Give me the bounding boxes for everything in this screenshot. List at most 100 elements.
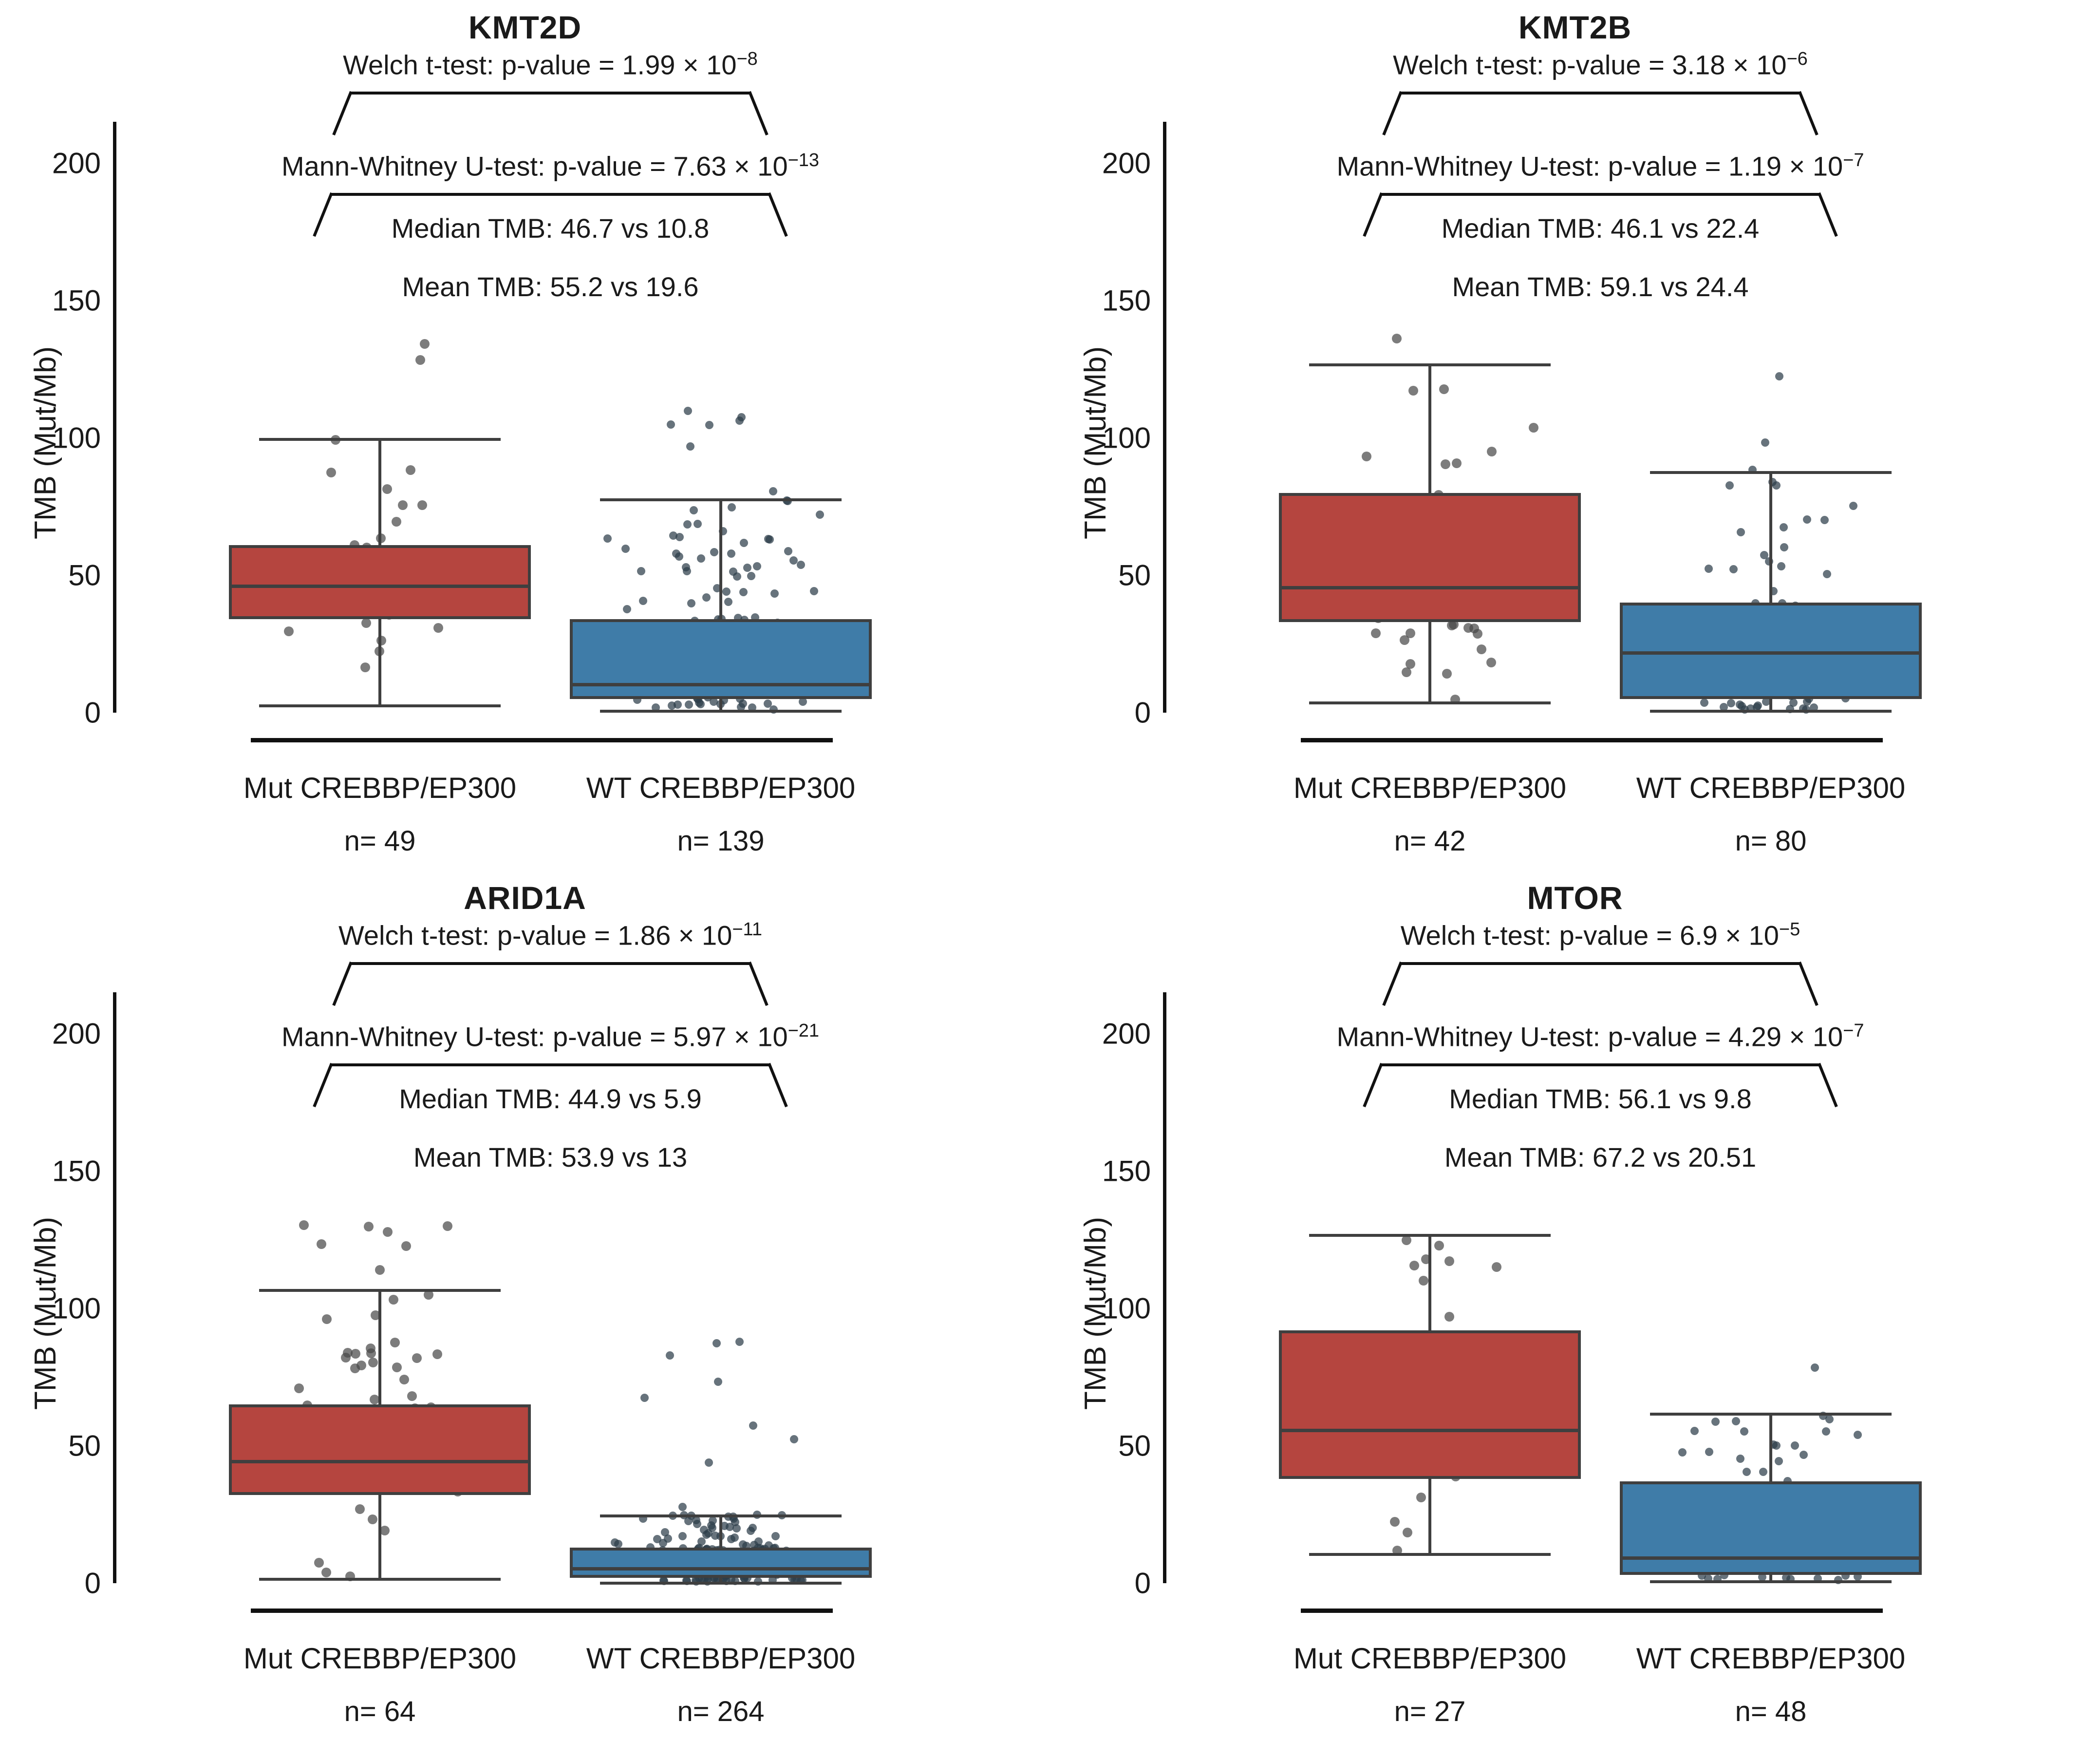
scatter-point: [1439, 384, 1449, 394]
whisker-cap: [259, 1289, 501, 1292]
scatter-point: [355, 1504, 365, 1514]
whisker-cap: [1650, 1413, 1892, 1416]
y-axis-tick: 100: [52, 421, 101, 454]
whisker-cap: [1309, 701, 1551, 705]
scatter-point: [1825, 1415, 1834, 1423]
scatter-point: [610, 1538, 619, 1547]
welch-annotation: Welch t-test: p-value = 6.9 × 10−5: [1401, 919, 1800, 951]
scatter-point: [443, 1221, 453, 1231]
scatter-point: [702, 1531, 711, 1539]
mean-annotation: Mean TMB: 59.1 vs 24.4: [1452, 271, 1749, 302]
box-mut: [229, 545, 531, 620]
scatter-point: [1402, 1235, 1412, 1245]
scatter-point: [798, 697, 807, 706]
scatter-point: [321, 1567, 331, 1577]
scatter-point: [382, 484, 392, 494]
scatter-point: [749, 1421, 757, 1430]
sample-size-label: n= 49: [344, 825, 416, 857]
significance-bracket: [1382, 961, 1819, 1009]
scatter-point: [1705, 1447, 1713, 1456]
scatter-point: [1440, 459, 1450, 469]
scatter-point: [1678, 1448, 1687, 1457]
scatter-point: [1737, 701, 1746, 710]
scatter-point: [1777, 562, 1785, 571]
scatter-point: [1736, 528, 1745, 536]
scatter-point: [683, 520, 692, 529]
whisker-cap: [259, 1577, 501, 1581]
sample-size-label: n= 139: [677, 825, 765, 857]
scatter-point: [342, 1347, 353, 1358]
welch-annotation: Welch t-test: p-value = 3.18 × 10−6: [1393, 49, 1808, 81]
scatter-point: [1809, 703, 1818, 712]
whisker-cap: [259, 704, 501, 708]
scatter-point: [731, 1518, 740, 1527]
scatter-point: [283, 626, 294, 636]
panel-title: ARID1A: [464, 880, 586, 916]
scatter-point: [640, 1394, 649, 1402]
scatter-point: [665, 1351, 674, 1360]
scatter-point: [368, 1358, 378, 1368]
mannwhitney-annotation: Mann-Whitney U-test: p-value = 1.19 × 10…: [1337, 150, 1864, 182]
scatter-point: [1690, 1426, 1699, 1435]
welch-annotation-text: Welch t-test: p-value = 3.18 × 10: [1393, 49, 1787, 80]
x-axis-category: WT CREBBP/EP300: [1636, 1642, 1906, 1675]
scatter-point: [710, 697, 718, 706]
scatter-point: [1406, 628, 1416, 639]
x-axis-line: [1301, 738, 1883, 742]
panel-title: MTOR: [1527, 880, 1623, 916]
scatter-point: [1775, 372, 1783, 380]
x-axis-line: [1301, 1609, 1883, 1613]
scatter-point: [771, 1532, 780, 1541]
x-axis-category: Mut CREBBP/EP300: [243, 772, 517, 804]
y-axis-tick: 0: [1134, 696, 1151, 729]
y-axis-tick: 50: [68, 1429, 101, 1462]
scatter-point: [401, 1241, 411, 1251]
scatter-point: [690, 506, 698, 515]
scatter-point: [1740, 1427, 1749, 1436]
scatter-point: [728, 503, 736, 511]
scatter-point: [720, 1522, 729, 1531]
scatter-point: [1810, 1363, 1819, 1372]
mannwhitney-annotation: Mann-Whitney U-test: p-value = 7.63 × 10…: [281, 150, 819, 182]
scatter-point: [621, 544, 630, 553]
scatter-point: [1434, 1240, 1444, 1250]
scatter-point: [1779, 523, 1788, 531]
sample-size-label: n= 27: [1394, 1696, 1466, 1727]
median-annotation: Median TMB: 46.1 vs 22.4: [1441, 213, 1760, 244]
whisker-cap: [600, 498, 842, 501]
box-mut: [229, 1404, 531, 1495]
mannwhitney-annotation-exponent: −21: [788, 1021, 820, 1041]
y-axis-tick: 150: [1102, 1154, 1151, 1188]
y-axis-tick: 100: [1102, 1292, 1151, 1325]
mannwhitney-annotation-text: Mann-Whitney U-test: p-value = 7.63 × 10: [281, 151, 788, 182]
scatter-point: [382, 1227, 393, 1237]
scatter-point: [1711, 1418, 1720, 1426]
scatter-point: [1401, 667, 1411, 677]
y-axis-tick: 200: [1102, 147, 1151, 180]
scatter-point: [816, 511, 825, 519]
scatter-point: [705, 420, 713, 429]
box-mut: [1279, 492, 1581, 622]
scatter-point: [687, 599, 695, 608]
scatter-point: [370, 1394, 380, 1404]
scatter-point: [326, 468, 336, 478]
median-line: [229, 584, 531, 588]
y-axis-line: [1163, 992, 1166, 1583]
scatter-point: [738, 700, 747, 708]
x-axis-line: [251, 1609, 833, 1613]
scatter-point: [737, 413, 746, 422]
scatter-point: [710, 548, 718, 557]
scatter-point: [711, 1531, 720, 1540]
scatter-point: [1399, 635, 1409, 645]
y-axis-tick: 200: [52, 1017, 101, 1050]
scatter-point: [294, 1383, 304, 1394]
scatter-point: [637, 567, 645, 576]
scatter-point: [727, 549, 735, 558]
panel-arid1a: ARID1A TMB (Mut/Mb) 0 50 100 150 200 Mut CREBBP…: [0, 870, 1050, 1741]
y-axis-tick: 150: [52, 284, 101, 317]
scatter-point: [749, 1524, 757, 1533]
x-axis-category: WT CREBBP/EP300: [586, 1642, 856, 1675]
box-mut: [1279, 1330, 1581, 1479]
scatter-point: [753, 562, 762, 570]
scatter-point: [1774, 1457, 1783, 1466]
